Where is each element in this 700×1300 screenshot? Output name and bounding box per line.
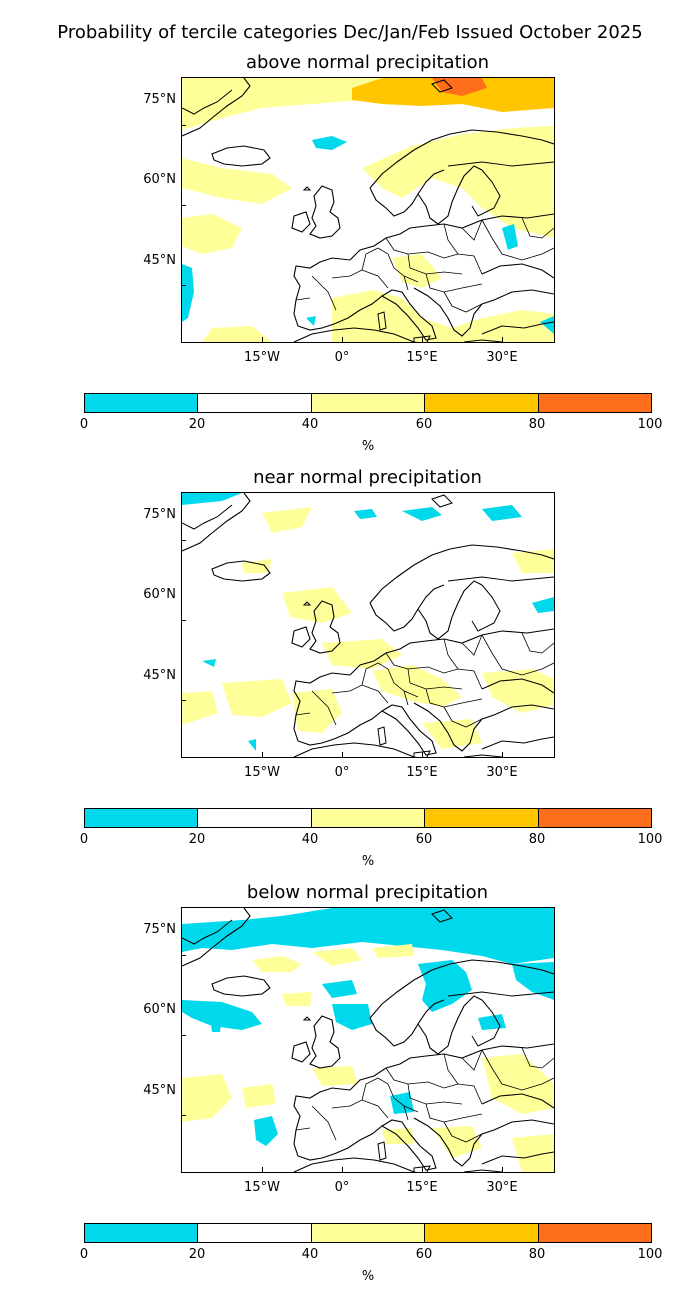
map-svg <box>182 908 554 1172</box>
lat-label-60n: 60°N <box>143 1002 176 1017</box>
panel-title: below normal precipitation <box>246 882 489 903</box>
colorbar-bin-80-100 <box>537 1224 652 1242</box>
map-svg <box>182 493 554 757</box>
lon-label-0: 0° <box>334 350 350 365</box>
colorbar-bin-40-60 <box>310 394 425 412</box>
colorbar-tick: 100 <box>637 417 663 432</box>
lon-label-30e: 30°E <box>486 1180 518 1195</box>
lon-label-30e: 30°E <box>486 765 518 780</box>
colorbar-unit: % <box>361 439 375 454</box>
lon-label-15w: 15°W <box>244 765 280 780</box>
lat-label-45n: 45°N <box>143 668 176 683</box>
colorbar-tick: 60 <box>415 417 433 432</box>
colorbar-bin-40-60 <box>310 1224 425 1242</box>
lat-label-75n: 75°N <box>143 922 176 937</box>
lon-label-15w: 15°W <box>244 1180 280 1195</box>
lat-label-60n: 60°N <box>143 172 176 187</box>
lon-label-15w: 15°W <box>244 350 280 365</box>
colorbar <box>84 808 652 828</box>
colorbar-tick: 0 <box>79 1247 89 1262</box>
probability-shading <box>182 78 554 342</box>
colorbar-bin-0-20 <box>85 1224 198 1242</box>
colorbar-bin-20-40 <box>197 809 311 827</box>
lat-label-45n: 45°N <box>143 1083 176 1098</box>
colorbar-tick: 0 <box>79 832 89 847</box>
lon-label-30e: 30°E <box>486 350 518 365</box>
lon-label-0: 0° <box>334 1180 350 1195</box>
map-above-normal <box>181 77 555 343</box>
panel-below-normal: below normal precipitation <box>0 882 700 1297</box>
colorbar-tick: 100 <box>637 1247 663 1262</box>
probability-shading <box>182 493 554 751</box>
colorbar-tick: 20 <box>188 417 206 432</box>
colorbar-bin-80-100 <box>537 394 652 412</box>
colorbar-bin-60-80 <box>424 394 538 412</box>
colorbar-tick: 60 <box>415 1247 433 1262</box>
lat-label-75n: 75°N <box>143 92 176 107</box>
colorbar-tick: 40 <box>301 417 319 432</box>
map-svg <box>182 78 554 342</box>
colorbar <box>84 1223 652 1243</box>
panel-title: above normal precipitation <box>245 52 490 73</box>
lon-label-15e: 15°E <box>406 1180 438 1195</box>
colorbar-tick: 100 <box>637 832 663 847</box>
colorbar-unit: % <box>361 854 375 869</box>
panel-above-normal: above normal precipitation <box>0 52 700 467</box>
colorbar-bin-80-100 <box>537 809 652 827</box>
lon-label-0: 0° <box>334 765 350 780</box>
colorbar-unit: % <box>361 1269 375 1284</box>
colorbar-bin-0-20 <box>85 809 198 827</box>
colorbar-tick: 0 <box>79 417 89 432</box>
colorbar <box>84 393 652 413</box>
colorbar-bin-60-80 <box>424 809 538 827</box>
colorbar-tick: 80 <box>528 832 546 847</box>
lat-label-60n: 60°N <box>143 587 176 602</box>
colorbar-bin-0-20 <box>85 394 198 412</box>
lat-label-75n: 75°N <box>143 507 176 522</box>
colorbar-tick: 80 <box>528 1247 546 1262</box>
panel-title: near normal precipitation <box>253 467 482 488</box>
colorbar-tick: 80 <box>528 417 546 432</box>
colorbar-bin-20-40 <box>197 394 311 412</box>
figure-title: Probability of tercile categories Dec/Ja… <box>57 22 643 43</box>
colorbar-tick: 40 <box>301 1247 319 1262</box>
colorbar-tick: 40 <box>301 832 319 847</box>
probability-shading <box>182 908 554 1172</box>
colorbar-tick: 20 <box>188 832 206 847</box>
colorbar-tick: 20 <box>188 1247 206 1262</box>
colorbar-bin-60-80 <box>424 1224 538 1242</box>
panel-near-normal: near normal precipitation <box>0 467 700 882</box>
colorbar-bin-40-60 <box>310 809 425 827</box>
map-below-normal <box>181 907 555 1173</box>
colorbar-bin-20-40 <box>197 1224 311 1242</box>
lat-label-45n: 45°N <box>143 253 176 268</box>
map-near-normal <box>181 492 555 758</box>
lon-label-15e: 15°E <box>406 765 438 780</box>
lon-label-15e: 15°E <box>406 350 438 365</box>
colorbar-tick: 60 <box>415 832 433 847</box>
